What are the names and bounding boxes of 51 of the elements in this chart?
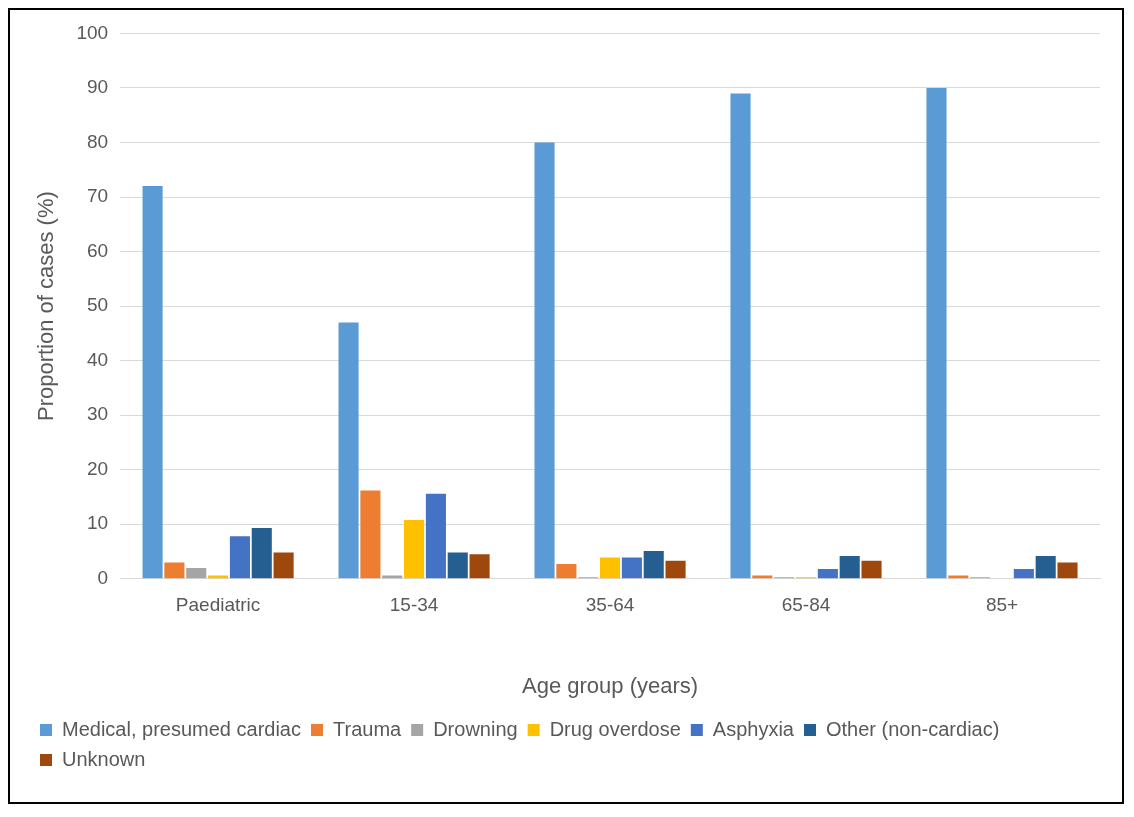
bar (1035, 555, 1056, 579)
y-tick-label: 30 (86, 403, 109, 425)
bar (621, 557, 642, 579)
bar (469, 554, 490, 579)
y-tick-label: 0 (97, 567, 109, 589)
y-tick-label: 60 (86, 239, 109, 261)
legend-label: Drowning (433, 717, 518, 740)
y-tick-label: 50 (86, 294, 109, 316)
bar (839, 555, 860, 579)
x-tick-label: 85+ (985, 594, 1019, 616)
y-tick-label: 90 (86, 76, 109, 98)
y-axis-title: Proportion of cases (%) (33, 191, 59, 422)
bar (600, 557, 621, 579)
y-tick-label: 80 (86, 130, 109, 152)
bar (1057, 562, 1078, 579)
bar (861, 560, 882, 579)
bar (142, 186, 163, 579)
bar (360, 490, 381, 579)
y-tick-label: 10 (86, 512, 109, 534)
x-tick-label: Paediatric (175, 594, 261, 616)
legend-label: Unknown (62, 747, 146, 770)
x-tick-label: 35-64 (585, 594, 635, 616)
bar (556, 564, 577, 579)
legend-label: Drug overdose (549, 717, 681, 740)
bar (1013, 568, 1034, 579)
bar (447, 552, 468, 579)
bar (338, 322, 359, 579)
bar (404, 519, 425, 579)
legend-label: Trauma (332, 717, 403, 740)
legend-label: Asphyxia (712, 717, 795, 740)
x-tick-label: 65-84 (781, 594, 831, 616)
bar (643, 550, 664, 579)
bar (164, 562, 185, 579)
bar (229, 536, 250, 579)
x-axis-title: Age group (years) (522, 672, 699, 698)
y-tick-label: 20 (86, 457, 109, 479)
y-tick-label: 40 (86, 348, 109, 370)
bar (186, 567, 207, 579)
y-tick-label: 100 (76, 21, 109, 43)
y-tick-label: 70 (86, 185, 109, 207)
legend-label: Medical, presumed cardiac (62, 717, 301, 740)
x-tick-label: 15-34 (389, 594, 439, 616)
legend-label: Other (non-cardiac) (825, 717, 1000, 740)
bar (534, 142, 555, 579)
bar (273, 552, 294, 579)
bar (425, 493, 446, 579)
bar (817, 568, 838, 579)
bar (251, 528, 272, 579)
bar (730, 93, 751, 579)
bar (665, 560, 686, 579)
bar (926, 87, 947, 579)
